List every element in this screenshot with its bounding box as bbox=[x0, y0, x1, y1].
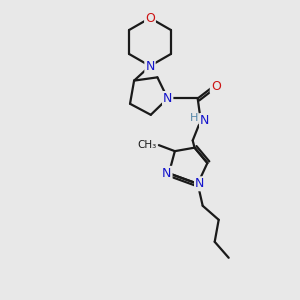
Text: N: N bbox=[162, 167, 172, 180]
Text: CH₃: CH₃ bbox=[138, 140, 157, 150]
Text: N: N bbox=[200, 114, 209, 127]
Text: N: N bbox=[195, 177, 204, 190]
Text: H: H bbox=[190, 113, 198, 124]
Text: O: O bbox=[211, 80, 220, 93]
Text: O: O bbox=[145, 11, 155, 25]
Text: N: N bbox=[145, 59, 155, 73]
Text: N: N bbox=[163, 92, 172, 105]
